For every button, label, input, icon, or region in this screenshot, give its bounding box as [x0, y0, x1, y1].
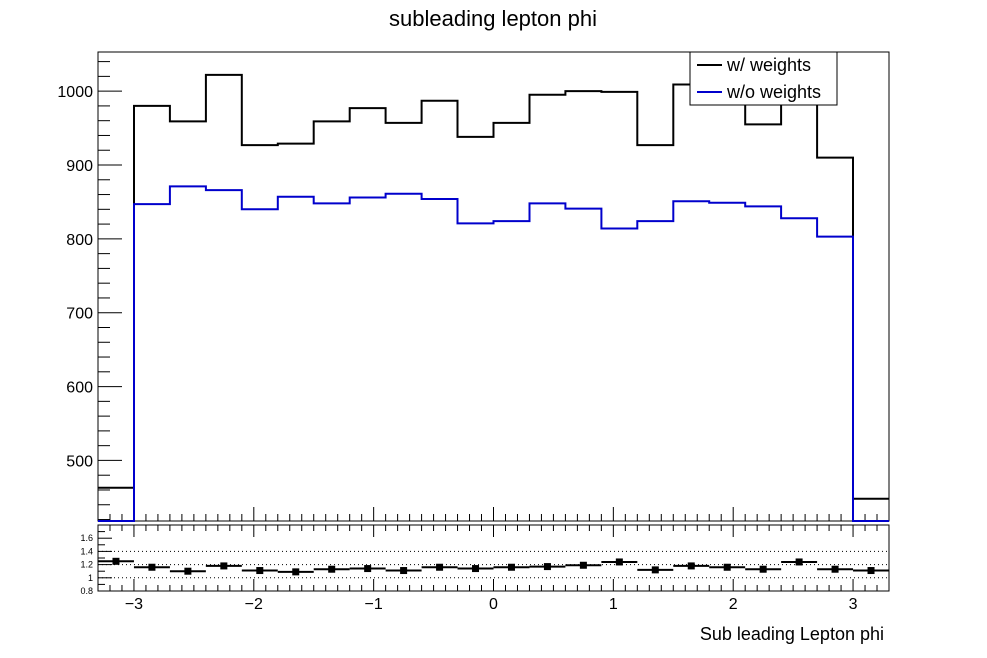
ratio-y-ticks: [98, 524, 112, 592]
ratio-point: [709, 563, 746, 571]
ratio-point: [133, 563, 170, 571]
ratio-y-tick-label: 1: [88, 573, 93, 583]
ratio-point: [853, 567, 889, 575]
ratio-gridlines: [98, 550, 889, 579]
y-tick-label: 500: [66, 453, 93, 470]
ratio-points: [98, 557, 889, 576]
ratio-point: [169, 567, 206, 575]
ratio-point: [241, 567, 278, 575]
ratio-panel: 0.8 1 1.2 1.4 1.6 −3 −2 −1 0 1 2 3: [80, 524, 890, 613]
x-tick-label: 3: [849, 596, 858, 613]
ratio-point: [529, 563, 566, 571]
ratio-point: [457, 565, 494, 573]
main-y-ticks: [98, 61, 122, 521]
x-tick-label: 0: [489, 596, 498, 613]
legend-label-wo-weights: w/o weights: [726, 82, 821, 102]
x-tick-label: −3: [125, 596, 143, 613]
ratio-point: [349, 565, 386, 573]
legend: w/ weights w/o weights: [689, 51, 838, 106]
ratio-x-ticks: [109, 525, 878, 591]
ratio-y-tick-label: 1.6: [80, 533, 93, 543]
ratio-point: [817, 565, 854, 573]
ratio-y-tick-label: 1.4: [80, 546, 93, 556]
ratio-point: [205, 562, 242, 570]
series-w-weights-line: [98, 73, 889, 500]
y-tick-label: 600: [66, 380, 93, 397]
ratio-point: [421, 563, 458, 571]
main-panel: 500 600 700 800 900 1000 w/ weights w/o weigh…: [57, 51, 890, 522]
main-x-ticks: [109, 507, 878, 521]
y-tick-label: 800: [66, 232, 93, 249]
ratio-point: [277, 568, 314, 576]
ratio-y-tick-label: 0.8: [80, 586, 93, 596]
ratio-y-tick-labels: 0.8 1 1.2 1.4 1.6: [80, 533, 93, 596]
y-tick-label: 1000: [57, 84, 93, 101]
legend-box: [689, 51, 838, 106]
series-wo-weights-line: [98, 185, 889, 522]
ratio-y-tick-label: 1.2: [80, 560, 93, 570]
y-tick-label: 700: [66, 306, 93, 323]
ratio-point: [493, 563, 530, 571]
x-tick-label: 2: [729, 596, 738, 613]
x-tick-label: 1: [609, 596, 618, 613]
ratio-point: [565, 561, 602, 569]
x-tick-label: −1: [365, 596, 383, 613]
ratio-point: [781, 558, 818, 566]
ratio-point: [385, 567, 422, 575]
x-tick-labels: −3 −2 −1 0 1 2 3: [125, 596, 858, 613]
ratio-point: [673, 562, 710, 570]
ratio-point: [313, 565, 350, 573]
ratio-point: [745, 565, 782, 573]
x-tick-label: −2: [245, 596, 263, 613]
histogram-series: [98, 73, 889, 522]
legend-label-w-weights: w/ weights: [726, 55, 811, 75]
x-axis-label: Sub leading Lepton phi: [700, 624, 884, 644]
ratio-point: [98, 557, 134, 565]
chart-title: subleading lepton phi: [389, 6, 597, 31]
y-tick-label: 900: [66, 158, 93, 175]
main-y-tick-labels: 500 600 700 800 900 1000: [57, 84, 93, 470]
ratio-point: [637, 566, 674, 574]
ratio-point: [601, 558, 638, 566]
